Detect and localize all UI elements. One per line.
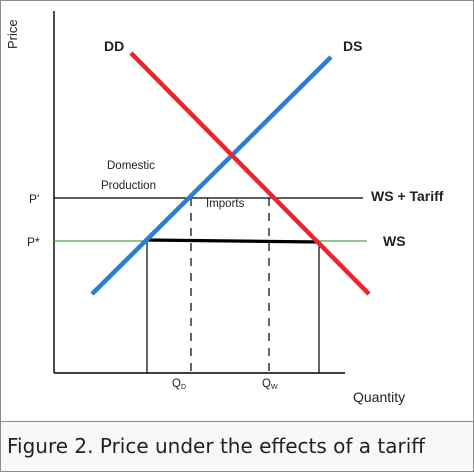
figure-caption: Figure 2. Price under the effects of a t… [1,422,473,471]
qd-letter: Q [172,378,181,390]
qw-label: QW [262,378,278,391]
world-supply-label: WS [383,233,406,249]
tariff-price-label: P' [29,192,39,206]
imports-label: Imports [206,198,245,210]
qd-label: QD [172,378,186,391]
domestic-production-label-line2: Production [101,180,156,192]
qw-subscript: W [271,384,278,391]
imports-free-trade-bar [146,238,320,244]
diagram-area: Price Quantity DD DS P' P* WS + Tariff W… [1,1,473,422]
domestic-production-label-line1: Domestic [107,160,155,172]
supply-curve-label: DS [343,38,362,54]
world-price-label: P* [27,235,40,249]
qd-subscript: D [181,384,186,391]
domestic-demand-curve [129,51,371,296]
y-axis-label: Price [5,19,20,49]
qw-letter: Q [262,378,271,390]
domestic-supply-curve [90,55,333,296]
demand-curve-label: DD [104,38,124,54]
x-axis-label: Quantity [353,389,405,405]
world-supply-tariff-label: WS + Tariff [371,188,444,204]
tariff-diagram: Price Quantity DD DS P' P* WS + Tariff W… [5,11,444,405]
